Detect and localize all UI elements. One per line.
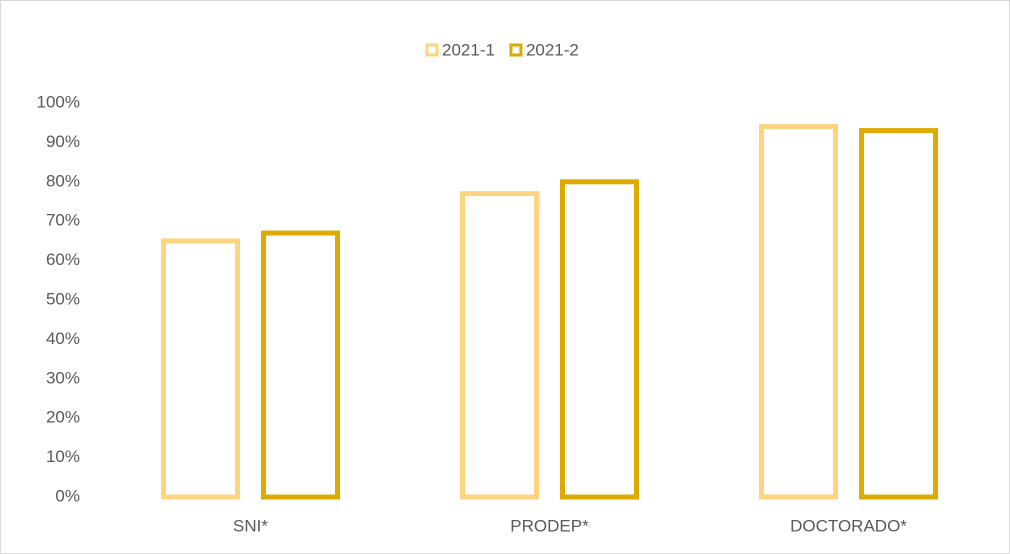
y-tick-label: 100% <box>37 92 80 111</box>
y-tick-label: 30% <box>46 368 80 387</box>
y-tick-label: 60% <box>46 250 80 269</box>
y-tick-label: 70% <box>46 211 80 230</box>
legend-swatch <box>509 43 523 57</box>
y-tick-label: 90% <box>46 132 80 151</box>
legend-label: 2021-2 <box>526 40 579 59</box>
bar <box>261 230 340 500</box>
x-tick-label: SNI* <box>233 516 268 535</box>
y-tick-label: 0% <box>55 486 80 505</box>
y-tick-label: 80% <box>46 171 80 190</box>
bar <box>859 128 938 500</box>
x-tick-label: DOCTORADO* <box>790 516 907 535</box>
bar <box>759 124 838 500</box>
bar <box>560 179 639 500</box>
x-tick-label: PRODEP* <box>510 516 589 535</box>
y-tick-label: 20% <box>46 408 80 427</box>
y-tick-label: 10% <box>46 447 80 466</box>
legend-label: 2021-1 <box>442 40 495 59</box>
bar <box>161 238 240 500</box>
bar <box>460 191 539 500</box>
y-tick-label: 50% <box>46 289 80 308</box>
legend-swatch <box>425 43 439 57</box>
y-tick-label: 40% <box>46 329 80 348</box>
